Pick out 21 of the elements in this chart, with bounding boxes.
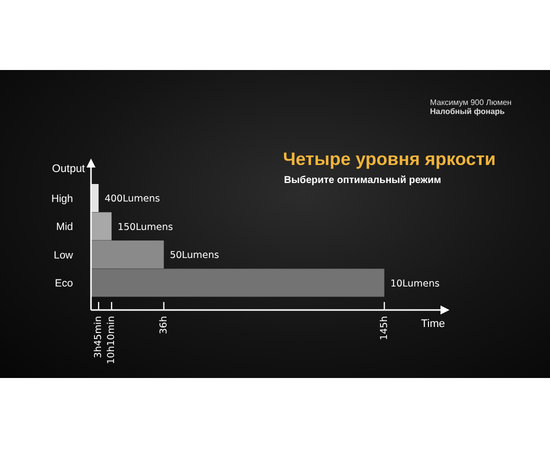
y-axis-title: Output bbox=[52, 163, 85, 175]
annotation: 10Lumens bbox=[390, 278, 440, 290]
annotation: 150Lumens bbox=[118, 222, 173, 233]
y-tick-label: Low bbox=[54, 249, 74, 262]
x-tick-label: 10h10min bbox=[106, 316, 118, 364]
y-tick-label: Mid bbox=[56, 221, 74, 234]
x-axis-title: Time bbox=[420, 318, 445, 330]
x-tick-label: 36h bbox=[158, 316, 170, 334]
annotation: 400Lumens bbox=[104, 194, 160, 205]
x-tick-label: 3h45min bbox=[93, 316, 104, 358]
text: Максимум 900 Люмен bbox=[430, 98, 512, 107]
x-tick-label: 145h bbox=[378, 316, 390, 340]
chart-title: Четыре уровня яркости bbox=[283, 149, 496, 170]
y-tick-label: Eco bbox=[54, 278, 74, 290]
bar bbox=[91, 212, 112, 240]
text: Выберите оптимальный режим bbox=[284, 175, 442, 186]
annotation: 50Lumens bbox=[170, 250, 220, 262]
y-tick-label: High bbox=[51, 192, 74, 205]
bar bbox=[91, 268, 384, 297]
bar bbox=[91, 240, 164, 268]
text: Налобный фонарь bbox=[430, 107, 505, 116]
